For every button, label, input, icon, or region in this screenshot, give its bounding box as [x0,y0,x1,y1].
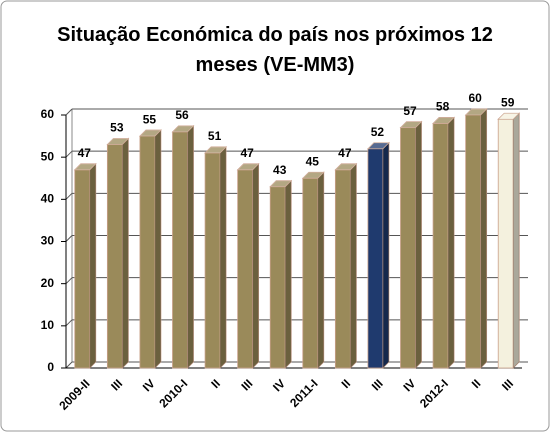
bar-top-shade [465,109,487,115]
bar [237,169,254,369]
grid-line-depth [65,277,73,285]
bar-top [171,125,195,133]
grid-line-depth [65,108,73,116]
bar [302,177,319,369]
bar-top-shade [107,138,129,145]
bar-top-shade [335,163,357,170]
grid-line-depth [65,192,73,200]
bar-side-shade [317,172,324,368]
grid-line-depth [65,150,73,158]
value-label: 60 [468,91,482,105]
bar-top-shade [172,125,194,132]
bar-side-shade [513,113,520,368]
y-tick-label: 0 [47,360,54,374]
bar-top-shade [302,172,324,179]
value-label: 47 [78,146,92,160]
bar-top-shade [433,117,455,124]
bar-top [106,138,130,145]
value-label: 57 [403,104,417,118]
grid-line-depth [65,235,73,242]
value-label: 45 [306,154,320,168]
y-tick-label: 40 [41,192,55,206]
bar [204,152,221,369]
chart-title: Situação Económica do país nos próximos … [57,24,493,76]
bar [269,186,286,369]
value-label: 55 [143,112,157,126]
bar-side-shade [350,163,357,368]
bar-top-shade [270,180,292,187]
y-tick-label: 10 [41,318,55,332]
bar-top-shade [237,163,259,170]
bar [400,127,416,369]
bar-top-shade [139,130,161,137]
bar-top [138,129,162,137]
bar [106,144,123,369]
value-label: 58 [436,100,450,114]
bar-top-shade [205,146,227,153]
bar-top [464,108,488,116]
bar-top [204,146,228,154]
value-label: 53 [110,121,124,135]
value-label: 52 [371,125,385,139]
bar [74,169,91,369]
bar-side-shade [285,180,292,368]
y-tick-label: 50 [41,149,55,163]
bar-top [269,180,293,188]
grid-line-depth [65,319,73,327]
bar-side-shade [415,121,422,369]
bar-side-shade [382,142,389,368]
bar-side-shade [89,163,96,368]
value-label: 56 [175,108,189,122]
bar-side-shade [480,109,487,368]
bar [139,135,156,369]
bar-top [497,112,521,120]
bar-side-shade [448,117,455,368]
value-label: 59 [501,95,515,109]
bar-top-shade [367,142,389,149]
bar-top [334,163,358,171]
bar-top-shade [498,113,520,120]
bar [465,114,482,369]
bar [334,169,351,369]
bar-top [432,117,456,124]
bar-top-shade [400,121,422,128]
bar [172,131,188,369]
value-label: 47 [240,146,254,160]
bar-side-shade [154,130,161,368]
value-label: 51 [208,129,222,143]
bar-side-shade [187,125,194,368]
bar-side-shade [220,146,227,368]
bar-top [301,171,325,179]
bar [432,123,449,369]
bar-top-shade [74,163,96,170]
bar-top [366,142,390,150]
bar-side-shade [252,163,259,368]
bar-top [236,163,260,171]
y-tick-label: 60 [41,107,55,121]
bar-top [399,121,423,129]
bar-side-shade [122,138,129,368]
y-tick-label: 20 [41,276,55,290]
y-tick-label: 30 [41,234,55,248]
bar [367,148,384,369]
value-label: 43 [273,163,287,177]
bar [497,118,514,369]
bar-top [73,163,97,171]
value-label: 47 [338,146,352,160]
grid-line-depth [65,361,73,369]
